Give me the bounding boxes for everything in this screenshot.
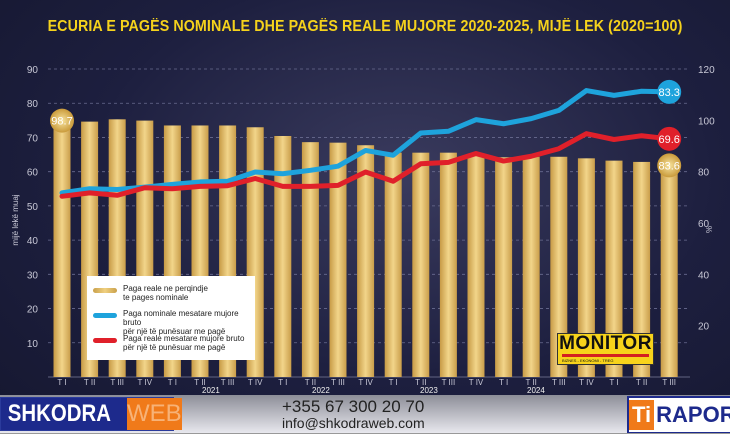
x-tick-label: T IV — [138, 378, 153, 387]
x-tick-label: T III — [662, 378, 676, 387]
monitor-logo-text: MONITOR — [558, 334, 653, 354]
legend-text: Paga reale ne perqindje — [123, 284, 208, 293]
x-tick-label: T I — [389, 378, 398, 387]
nominal-wage-data-label: 83.3 — [658, 87, 679, 99]
bar — [302, 142, 319, 377]
x-tick-label: T III — [110, 378, 124, 387]
y-right-axis-label: % — [704, 226, 713, 233]
email-address[interactable]: info@shkodraweb.com — [282, 415, 425, 431]
bar — [468, 156, 485, 377]
y-left-tick-label: 10 — [27, 339, 39, 350]
x-tick-label: T III — [442, 378, 456, 387]
legend-text: Paga reale mesatare mujore bruto — [123, 334, 244, 343]
legend-swatch-real — [93, 338, 117, 343]
bar — [440, 153, 457, 377]
legend-swatch-nominal — [93, 313, 117, 318]
tirapor-logo[interactable]: Ti RAPOR — [627, 396, 730, 434]
x-tick-label: T II — [84, 378, 95, 387]
logo-text: RAPOR — [654, 402, 730, 428]
year-label: 2023 — [420, 386, 438, 395]
y-right-tick-label: 120 — [698, 65, 715, 76]
year-label: 2021 — [202, 386, 220, 395]
shkodraweb-logo[interactable]: SHKODRA WEB — [0, 397, 174, 431]
contact-info: +355 67 300 20 70 info@shkodraweb.com — [282, 398, 425, 431]
x-tick-label: T I — [278, 378, 287, 387]
x-tick-label: T IV — [469, 378, 484, 387]
year-label: 2024 — [527, 386, 545, 395]
bar — [412, 153, 429, 377]
y-left-tick-label: 50 — [27, 202, 39, 213]
first-bar-data-label: 98.7 — [51, 116, 72, 128]
real-wage-data-label: 69.6 — [658, 134, 679, 146]
y-left-tick-label: 40 — [27, 236, 39, 247]
x-tick-label: T I — [168, 378, 177, 387]
y-left-tick-label: 90 — [27, 65, 39, 76]
x-tick-label: T II — [636, 378, 647, 387]
x-tick-label: T IV — [248, 378, 263, 387]
bar — [661, 162, 678, 377]
y-left-tick-label: 80 — [27, 99, 39, 110]
bar — [495, 157, 512, 377]
logo-text: SHKODRA — [1, 398, 108, 430]
legend-text: te pages nominale — [123, 293, 208, 302]
x-tick-label: T I — [609, 378, 618, 387]
x-tick-label: T III — [331, 378, 345, 387]
y-right-tick-label: 40 — [698, 270, 710, 281]
y-left-tick-label: 60 — [27, 168, 39, 179]
year-label: 2022 — [312, 386, 330, 395]
x-tick-label: T III — [552, 378, 566, 387]
bar — [330, 143, 347, 377]
x-tick-label: T I — [57, 378, 66, 387]
y-left-tick-label: 70 — [27, 133, 39, 144]
x-tick-label: T IV — [579, 378, 594, 387]
bar — [357, 145, 374, 377]
x-tick-label: T III — [221, 378, 235, 387]
logo-text: Ti — [629, 400, 654, 430]
monitor-watermark-logo: MONITOR BIZNES - EKONOMI - TREG — [557, 333, 654, 365]
legend-text: për një të punësuar me pagë — [123, 343, 244, 352]
y-right-tick-label: 100 — [698, 116, 715, 127]
y-left-tick-label: 20 — [27, 305, 39, 316]
x-tick-label: T I — [499, 378, 508, 387]
y-right-tick-label: 20 — [698, 322, 710, 333]
y-right-tick-label: 80 — [698, 168, 710, 179]
bar — [385, 153, 402, 377]
bar — [523, 157, 540, 377]
x-tick-label: T IV — [358, 378, 373, 387]
y-left-tick-label: 30 — [27, 270, 39, 281]
y-left-axis-label: mijë lekë muaj — [11, 194, 20, 245]
legend-text: Paga nominale mesatare mujore bruto — [123, 309, 255, 327]
phone-number[interactable]: +355 67 300 20 70 — [282, 398, 425, 415]
bar — [54, 124, 71, 377]
legend-swatch-bars — [93, 288, 117, 293]
logo-text: WEB — [127, 398, 182, 430]
last-bar-data-label: 83.6 — [658, 160, 679, 172]
monitor-logo-tagline: BIZNES - EKONOMI - TREG — [558, 357, 653, 364]
